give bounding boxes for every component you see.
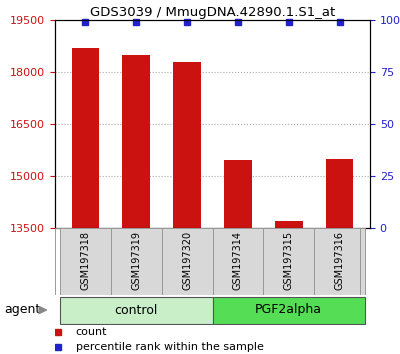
- Text: GSM197320: GSM197320: [182, 230, 192, 290]
- Bar: [72, 48, 100, 228]
- Bar: [275, 221, 303, 228]
- Text: PGF2alpha: PGF2alpha: [255, 303, 322, 316]
- Bar: [111, 228, 162, 295]
- Text: GSM197319: GSM197319: [131, 231, 141, 290]
- Text: GSM197318: GSM197318: [80, 231, 90, 290]
- Text: agent: agent: [4, 303, 41, 316]
- Title: GDS3039 / MmugDNA.42890.1.S1_at: GDS3039 / MmugDNA.42890.1.S1_at: [90, 6, 335, 19]
- Bar: [314, 228, 365, 295]
- Text: control: control: [115, 303, 158, 316]
- Bar: [212, 228, 263, 295]
- Bar: [162, 228, 212, 295]
- Text: GSM197315: GSM197315: [284, 230, 294, 290]
- Bar: [224, 160, 252, 228]
- Text: GSM197314: GSM197314: [233, 231, 243, 290]
- Bar: [212, 297, 365, 324]
- Bar: [60, 297, 212, 324]
- Text: count: count: [76, 327, 107, 337]
- Bar: [122, 55, 150, 228]
- Text: GSM197316: GSM197316: [334, 231, 344, 290]
- Bar: [173, 62, 201, 228]
- Text: percentile rank within the sample: percentile rank within the sample: [76, 342, 264, 352]
- Bar: [263, 228, 314, 295]
- Bar: [60, 228, 111, 295]
- Bar: [326, 159, 354, 228]
